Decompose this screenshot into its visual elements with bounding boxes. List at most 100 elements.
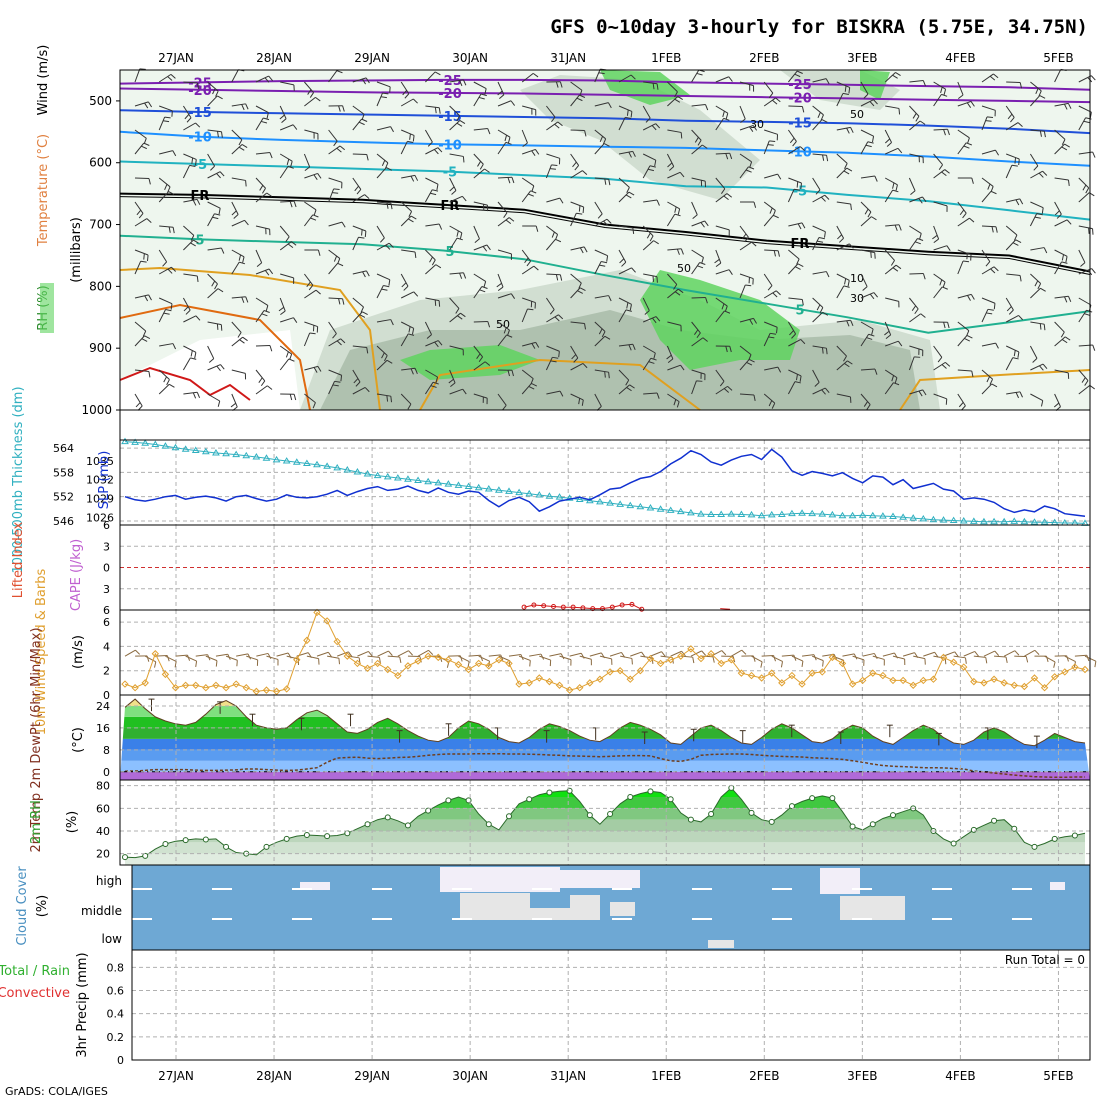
wind-barb-feather (1034, 649, 1040, 655)
wind-barb-feather (483, 281, 487, 288)
wind-barb-feather (629, 384, 635, 389)
wind-barb-feather (628, 191, 635, 196)
wind-barb-feather (722, 111, 725, 118)
wind-barb-feather (362, 271, 366, 278)
wind-barb (667, 201, 680, 210)
wind-barb (892, 655, 905, 660)
temperature-contour (119, 130, 1091, 167)
wind-barb-feather (821, 347, 824, 354)
wind-barb-feather (653, 240, 659, 245)
lifted-index-point (609, 604, 615, 610)
wind-barb-feather (1042, 170, 1048, 176)
wind-speed-point (889, 676, 897, 685)
wind-barb-feather (1090, 75, 1096, 81)
wind-barb-feather (1017, 351, 1020, 358)
wind-barb (812, 105, 824, 116)
ylabel-temp2m-unit: (°C) (71, 727, 86, 753)
wind-barb-feather (818, 237, 825, 240)
wind-barb (304, 172, 318, 179)
wind-barb-feather (172, 343, 177, 350)
wind-barb-feather (966, 330, 970, 337)
wind-barb (812, 271, 827, 275)
wind-barb-feather (245, 103, 249, 110)
rh-contour-label: 30 (750, 118, 764, 131)
wind-barb-feather (354, 185, 359, 192)
wind-barb-feather (136, 209, 142, 216)
wind-barb-feather (361, 118, 368, 122)
rh-band (125, 819, 1085, 831)
wind-barb-feather (215, 660, 218, 667)
wind-barb (787, 381, 796, 395)
wind-barb (1005, 314, 1019, 323)
wind-barb-feather (502, 405, 507, 411)
wind-speed-point (586, 679, 594, 687)
wind-barb (279, 153, 293, 162)
wind-barb-feather (581, 399, 584, 406)
wind-barb-feather (632, 227, 635, 234)
date-axes: 27JAN27JAN28JAN28JAN29JAN29JAN30JAN30JAN… (158, 51, 1074, 1083)
wind-barb (933, 245, 948, 251)
date-label-bottom: 30JAN (452, 1069, 488, 1083)
wind-barb (1030, 170, 1043, 179)
wind-barb-feather (558, 351, 560, 358)
wind-barb (1029, 213, 1038, 227)
wind-barb-feather (796, 181, 799, 188)
wind-barb (1006, 391, 1021, 395)
wind-barb-feather (256, 262, 263, 267)
wind-barb-feather (1064, 143, 1070, 148)
wind-barb-feather (144, 295, 149, 302)
wind-barb (933, 94, 942, 107)
wind-barb-feather (217, 288, 224, 293)
wind-barb-feather (142, 330, 147, 337)
wind-speed-point (343, 652, 352, 660)
wind-barb (812, 345, 827, 349)
wind-barb (183, 345, 197, 353)
wind-barb-feather (791, 333, 796, 339)
wind-barb-feather (456, 230, 459, 237)
wind-barb-feather (724, 305, 728, 312)
wind-barb (811, 655, 824, 662)
thickness-point (949, 516, 958, 524)
lifted-index-point (600, 606, 606, 612)
wind-barb-feather (164, 116, 171, 119)
wind-barb-feather (216, 173, 221, 179)
wind-barb (836, 93, 844, 107)
wind-barb (594, 201, 603, 215)
wind-barb (715, 385, 728, 395)
wind-barb-feather (554, 316, 560, 322)
wind-barb-feather (751, 241, 757, 247)
thickness-point (868, 511, 877, 519)
rh-point (667, 796, 674, 803)
wind-barb-feather (337, 262, 344, 267)
wind-barb-feather (285, 236, 290, 242)
wind-barb (546, 238, 556, 251)
wind-barb-feather (390, 396, 393, 403)
wind-barb (642, 240, 654, 251)
wind-speed-point (505, 659, 513, 668)
wind-barb-feather (368, 651, 373, 657)
wind-barb (667, 393, 680, 403)
wind-barb (1044, 655, 1056, 663)
wind-barb-feather (242, 256, 245, 263)
wind-barb (134, 261, 142, 275)
wind-barb (860, 129, 874, 137)
thickness-point (969, 517, 978, 524)
wind-barb-feather (1080, 262, 1086, 267)
wind-barb-feather (353, 378, 359, 384)
wind-barb (546, 153, 560, 159)
wind-barb (304, 81, 314, 93)
wind-barb (618, 297, 632, 305)
wind-barb (981, 190, 992, 203)
wind-barb-feather (1008, 309, 1014, 315)
wind-barb (1006, 198, 1020, 203)
wind-speed-point (899, 676, 907, 685)
wind-barb-feather (404, 93, 410, 99)
wind-barb (787, 189, 795, 203)
wind-barb-feather (1084, 380, 1089, 386)
thickness-point (606, 499, 614, 506)
wind-barb (231, 249, 245, 258)
wind-barb-feather (264, 77, 270, 83)
wind-barb (473, 244, 488, 251)
wind-barb (387, 655, 400, 658)
ylabel-wind: Wind (m/s) (36, 45, 51, 116)
